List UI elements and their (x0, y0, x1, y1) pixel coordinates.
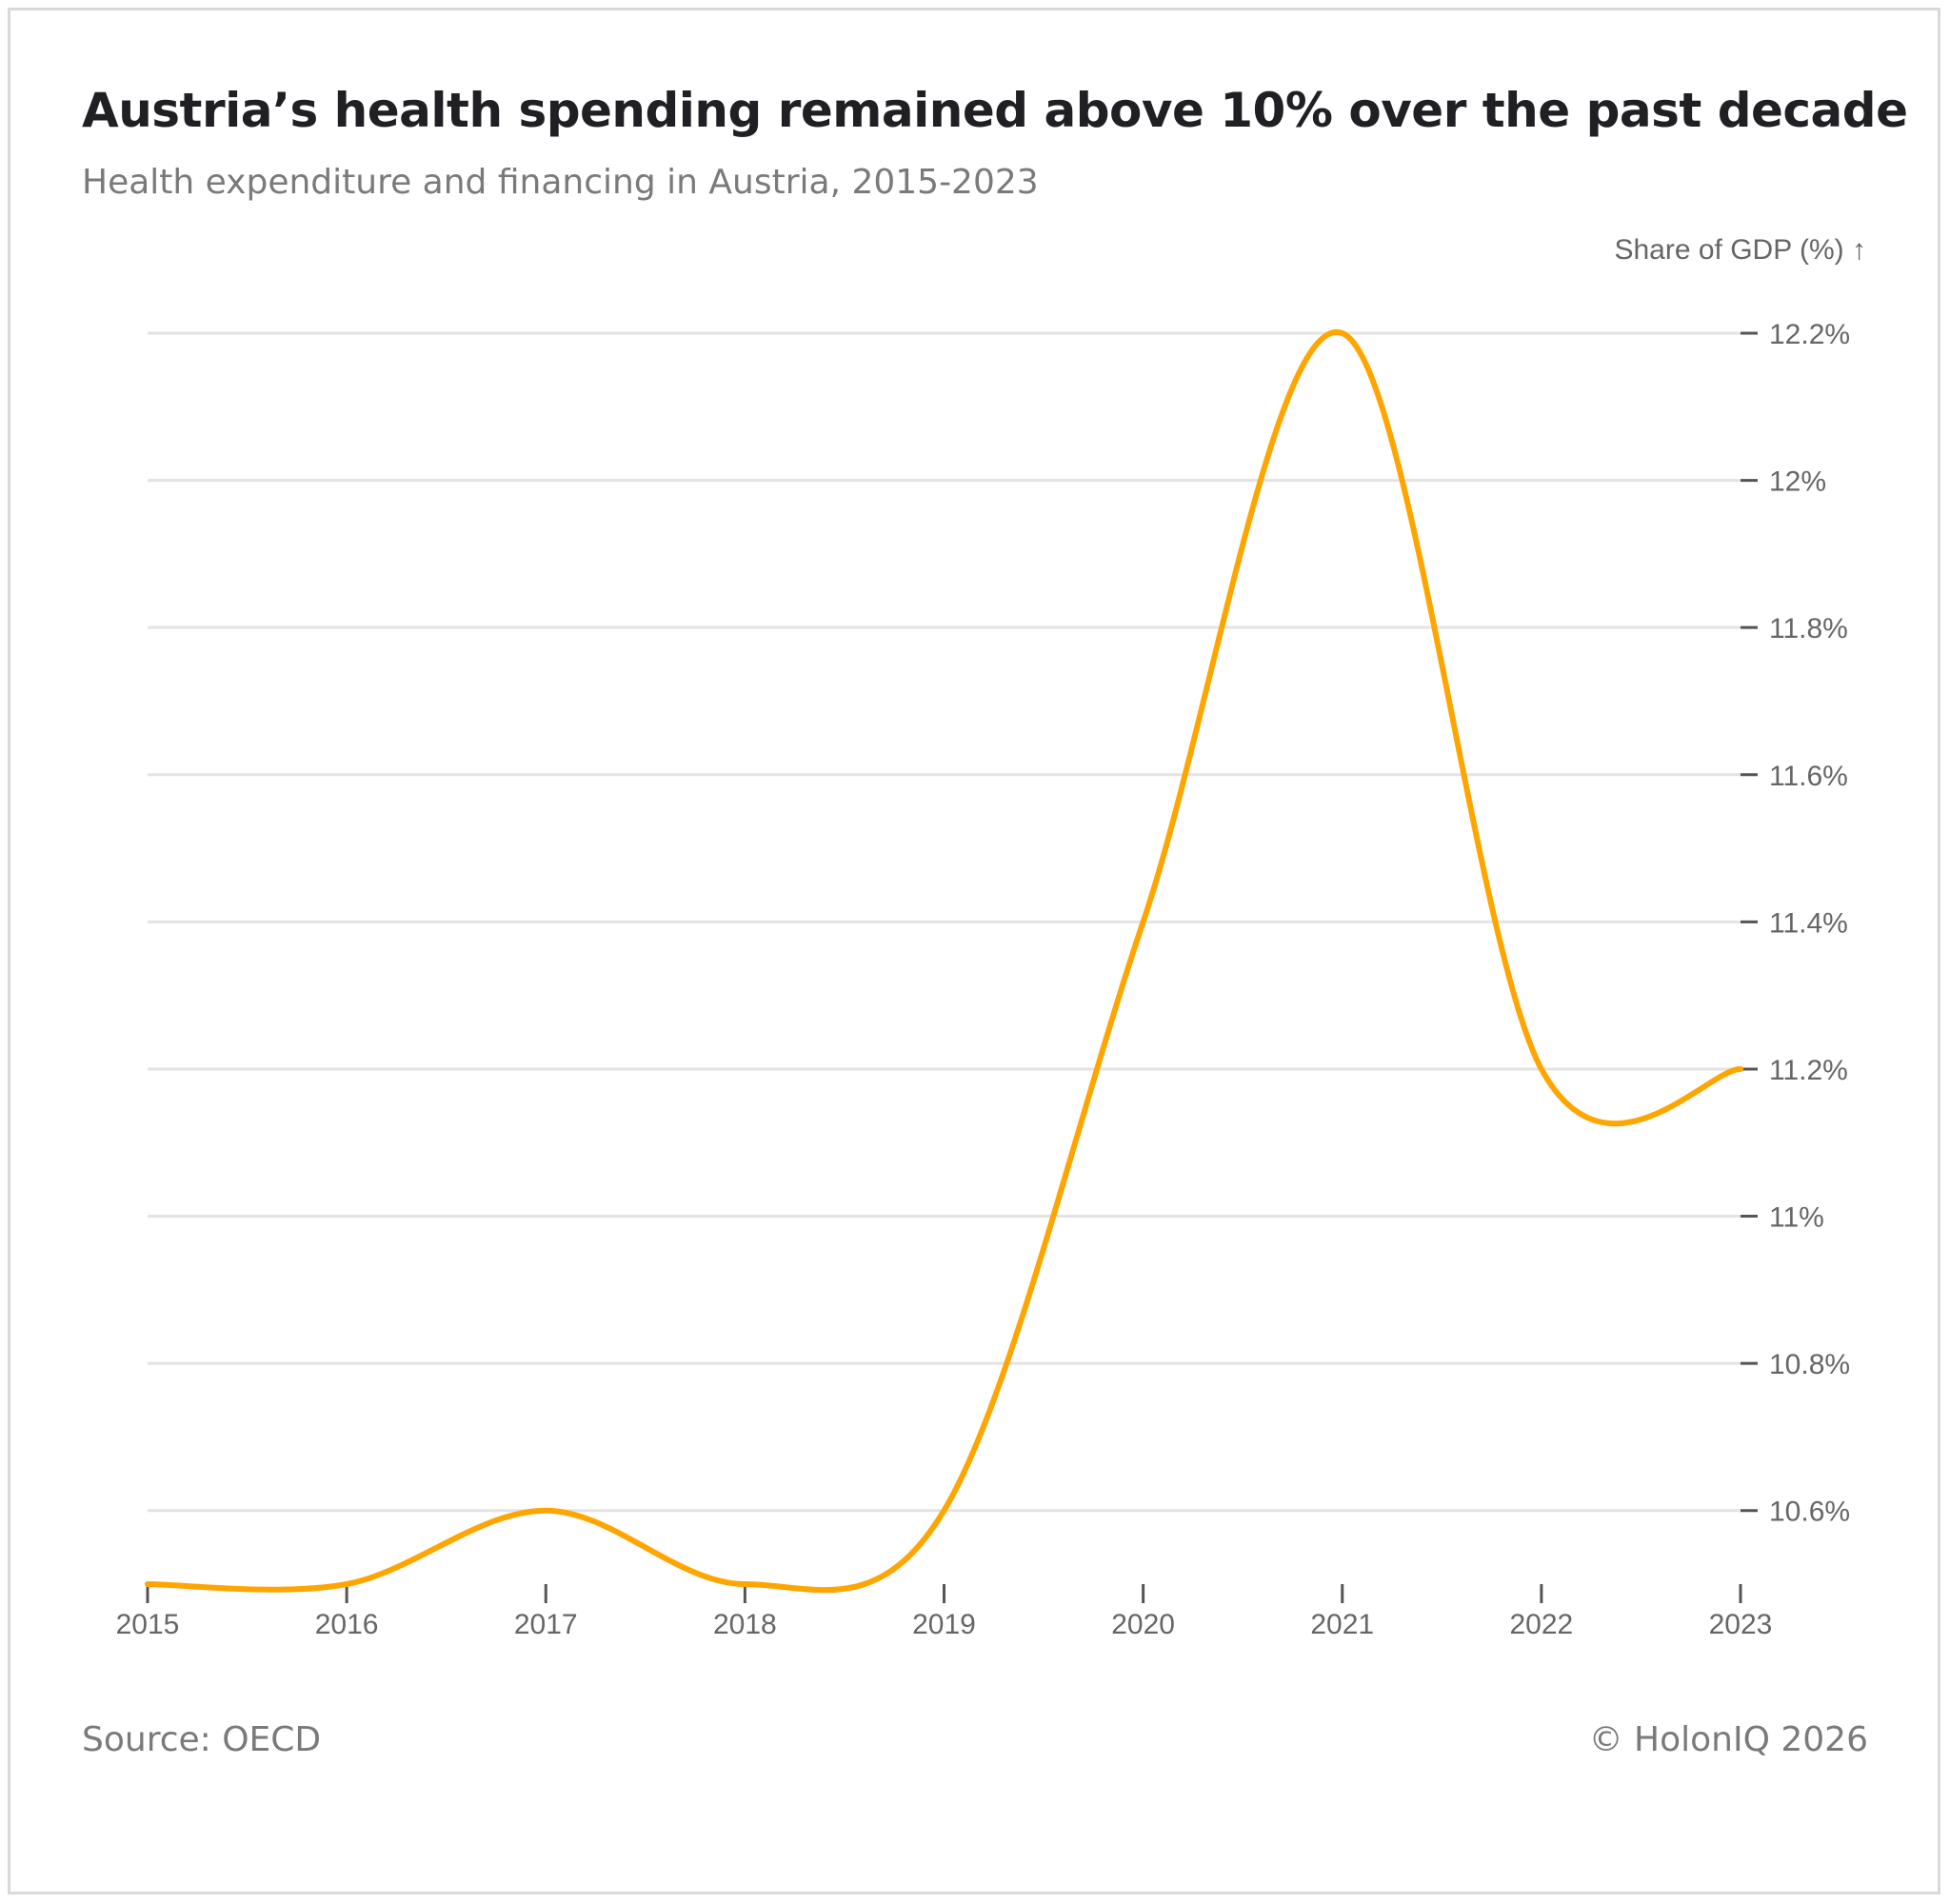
copyright-note: © HolonIQ 2026 (1588, 1720, 1868, 1759)
y-tick-label: 12% (1769, 466, 1826, 498)
data-point (741, 1580, 748, 1588)
chart-title: Austria’s health spending remained above… (82, 83, 1908, 138)
x-tick-label: 2023 (1709, 1609, 1773, 1640)
y-tick-label: 11.4% (1769, 907, 1848, 939)
y-tick-label: 11.8% (1769, 613, 1848, 645)
series-line (145, 329, 1743, 1594)
x-tick-label: 2019 (912, 1609, 976, 1640)
x-tick-label: 2015 (116, 1609, 180, 1640)
chart-subtitle: Health expenditure and financing in Aust… (82, 163, 1039, 202)
data-point (144, 1580, 151, 1588)
x-tick-label: 2020 (1111, 1609, 1175, 1640)
data-point (343, 1580, 350, 1588)
data-point (941, 1507, 948, 1515)
source-note: Source: OECD (82, 1720, 322, 1759)
y-axis: 10.6% 10.8% 11% 11.2% 11.4% 11.6% 11.8% 12% 12.2… (1741, 319, 1850, 1528)
data-point (1339, 329, 1346, 337)
y-tick-label: 11.6% (1769, 761, 1848, 792)
chart-card: Austria’s health spending remained above… (8, 8, 1940, 1894)
data-point (1140, 918, 1147, 925)
x-tick-label: 2016 (315, 1609, 379, 1640)
y-tick-label: 12.2% (1769, 319, 1850, 350)
x-tick-label: 2017 (514, 1609, 578, 1640)
y-tick-label: 10.8% (1769, 1349, 1850, 1380)
y-tick-label: 10.6% (1769, 1497, 1850, 1528)
data-point (1538, 1065, 1545, 1073)
x-tick-label: 2018 (713, 1609, 777, 1640)
y-tick-label: 11% (1769, 1202, 1824, 1234)
gridlines (148, 331, 1741, 1513)
data-point (542, 1507, 549, 1515)
data-point (1737, 1065, 1744, 1073)
y-axis-title: Share of GDP (%) ↑ (1614, 234, 1866, 266)
series (144, 329, 1744, 1594)
x-axis: 2015 2016 2017 2018 2019 2020 2021 2022 2023 (116, 1584, 1773, 1640)
y-tick-label: 11.2% (1769, 1055, 1848, 1086)
x-tick-label: 2021 (1310, 1609, 1374, 1640)
x-tick-label: 2022 (1510, 1609, 1574, 1640)
